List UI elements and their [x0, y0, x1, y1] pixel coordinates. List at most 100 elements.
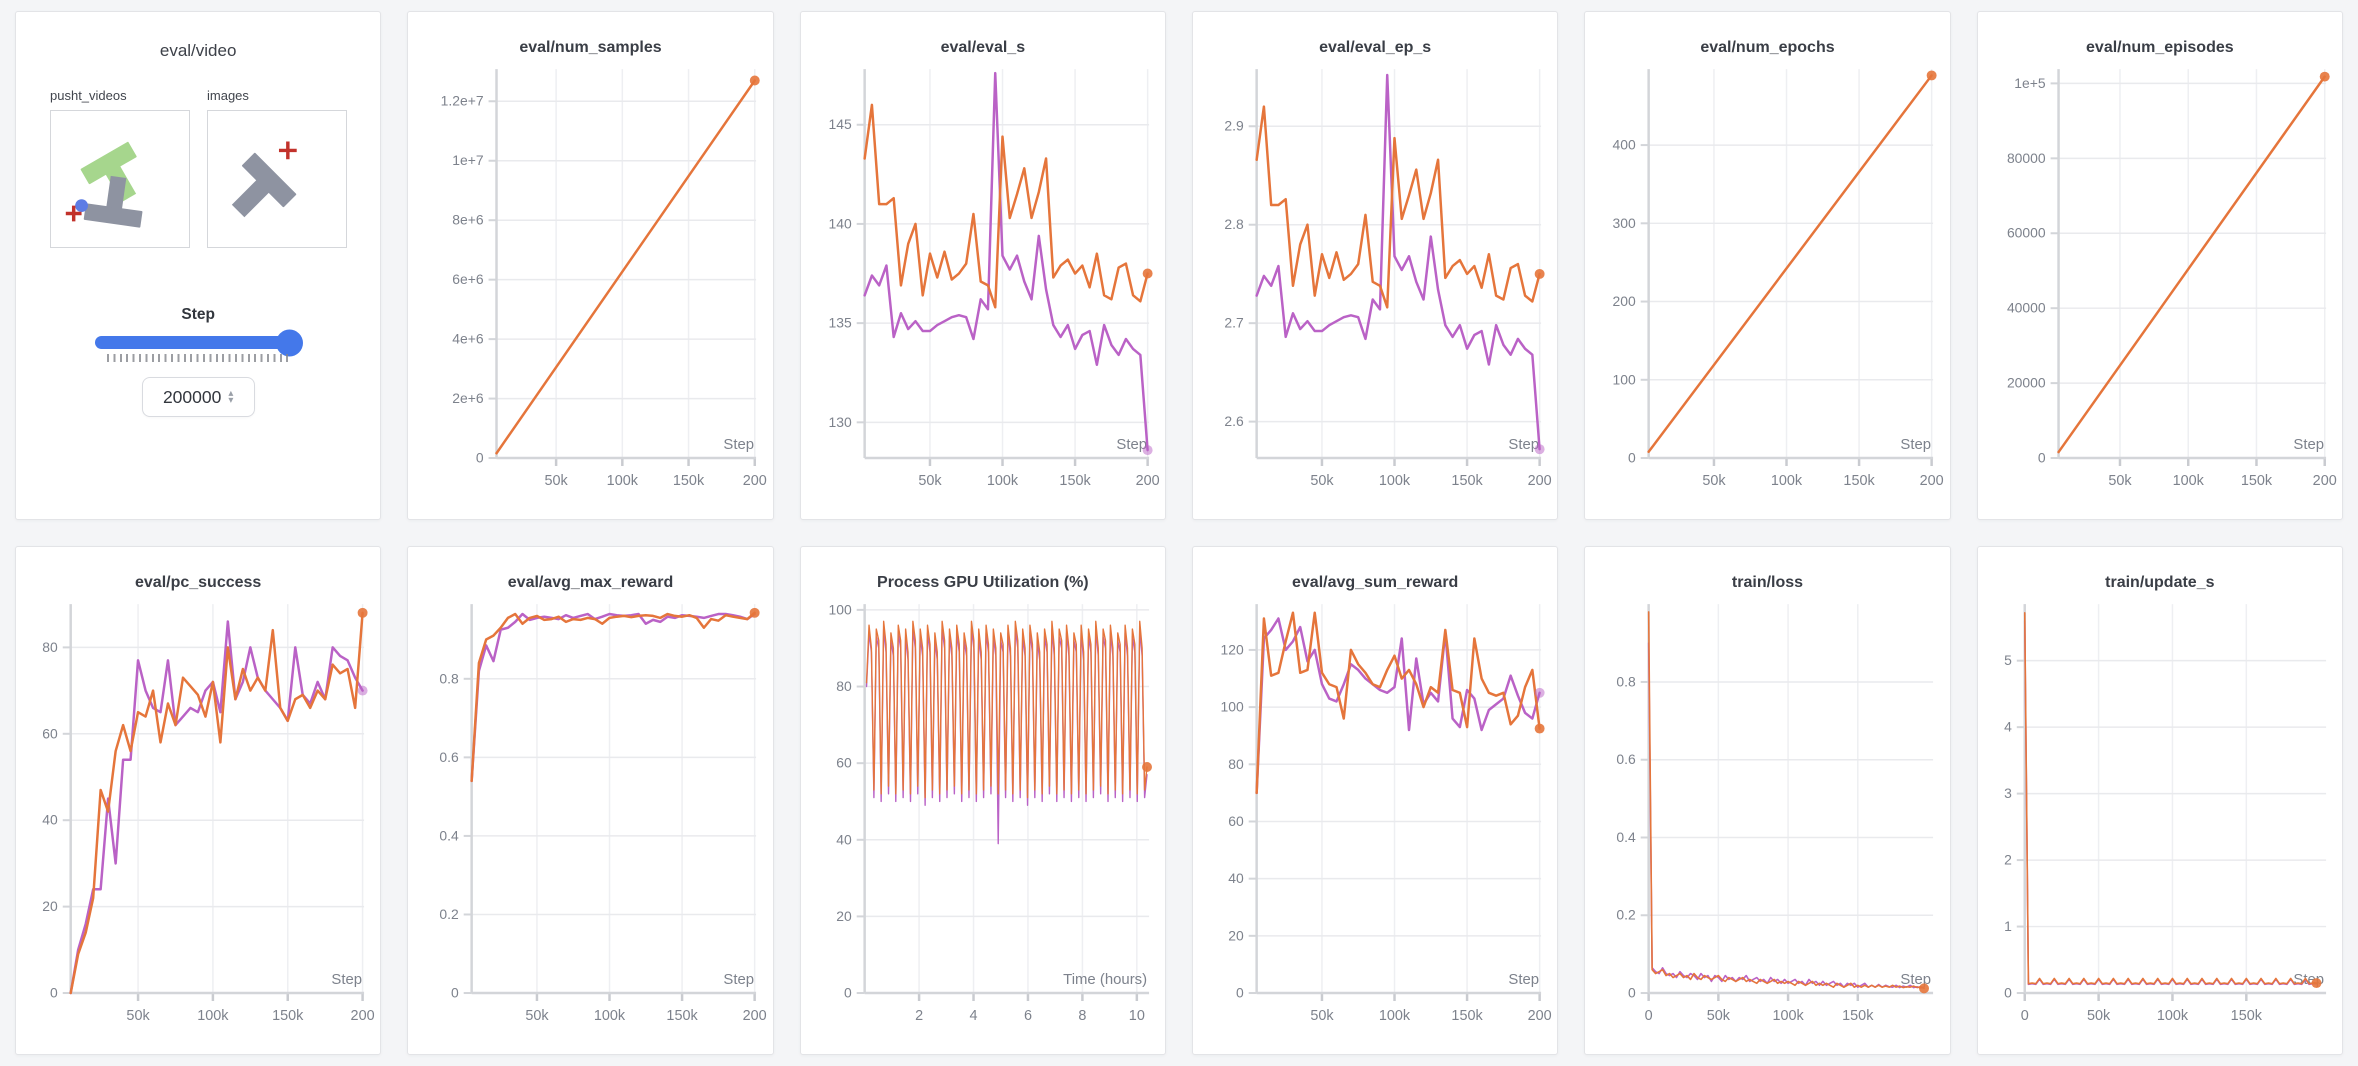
- y-tick-label: 145: [828, 116, 851, 132]
- x-tick-label: 150k: [1452, 1008, 1484, 1024]
- y-tick-label: 4: [2004, 719, 2012, 735]
- slider-track[interactable]: [95, 329, 304, 356]
- chart-canvas-eval-avg-max-reward[interactable]: 0 0.2 0.4 0.6 0.8 50k 100k 150k 200 Step: [408, 596, 772, 1039]
- chart-title: eval/num_samples: [519, 39, 662, 56]
- y-tick-label: 2.6: [1225, 413, 1245, 429]
- x-tick-label: 100k: [197, 1008, 229, 1024]
- y-tick-label: 0.6: [440, 749, 460, 765]
- y-tick-label: 0.4: [1617, 829, 1637, 845]
- chart-canvas-eval-eval-ep-s[interactable]: 2.6 2.7 2.8 2.9 50k 100k 150k 200 Step: [1193, 61, 1557, 504]
- x-tick-label: 4: [969, 1008, 977, 1024]
- orange-run-line: [1648, 611, 1926, 990]
- orange-run-line: [470, 611, 757, 783]
- y-tick-label: 0: [476, 450, 484, 466]
- y-tick-label: 1.2e+7: [441, 93, 484, 109]
- y-tick-label: 0.8: [440, 670, 460, 686]
- orange-run-end-dot: [357, 607, 368, 618]
- purple-run-line: [69, 620, 364, 995]
- y-tick-label: 1e+7: [453, 152, 485, 168]
- x-tick-label: 100k: [2172, 473, 2204, 489]
- step-value-input[interactable]: 200000 ▴ ▾: [141, 377, 255, 417]
- y-tick-label: 0.2: [440, 906, 460, 922]
- y-tick-label: 0.2: [1617, 907, 1637, 923]
- y-tick-label: 120: [1221, 641, 1244, 657]
- x-tick-label: 150k: [1843, 1008, 1875, 1024]
- x-tick-label: 200: [743, 473, 767, 489]
- x-axis-label: Step: [332, 972, 363, 988]
- panel-train-update-s: train/update_s 0 1 2 3 4 5 0 50k 100k 150k Step: [1976, 546, 2343, 1055]
- agent-dot: [75, 199, 88, 213]
- orange-run-end-dot: [1927, 70, 1938, 81]
- chart-title: eval/num_episodes: [2086, 39, 2234, 56]
- y-tick-label: 0: [2038, 450, 2046, 466]
- chart-canvas-eval-pc-success[interactable]: 0 20 40 60 80 50k 100k 150k 200 Step: [16, 596, 380, 1039]
- media-label: images: [207, 88, 249, 103]
- y-tick-label: 5: [2004, 652, 2012, 668]
- image-scene: [231, 141, 297, 218]
- purple-run-end-dot: [357, 685, 368, 696]
- panel-eval-num-epochs: eval/num_epochs 0 100 200 300 400 50k 100k 150k…: [1584, 11, 1951, 520]
- panel-eval-eval-ep-s: eval/eval_ep_s 2.6 2.7 2.8 2.9 50k 100k 150k 20…: [1192, 11, 1559, 520]
- chart-canvas-eval-num-episodes[interactable]: 0 20000 40000 60000 80000 1e+5 50k 100k 150k 200 S…: [1978, 61, 2342, 504]
- video-thumbnail-pusht[interactable]: [50, 110, 190, 248]
- stepper-up-icon[interactable]: ▴: [228, 388, 234, 399]
- y-tick-label: 60: [42, 725, 58, 741]
- orange-run-end-dot: [2319, 71, 2330, 82]
- purple-run-line: [1255, 617, 1541, 795]
- y-tick-label: 0.8: [1617, 673, 1637, 689]
- x-tick-label: 100k: [594, 1008, 626, 1024]
- panel-eval-num-episodes: eval/num_episodes 0 20000 40000 60000 80000 1…: [1976, 11, 2343, 520]
- chart-title: eval/num_epochs: [1700, 39, 1835, 56]
- x-tick-label: 0: [2021, 1008, 2029, 1024]
- x-tick-label: 150k: [1452, 473, 1484, 489]
- x-tick-label: 50k: [526, 1008, 550, 1024]
- purple-run-line: [470, 612, 757, 783]
- orange-run-line: [865, 620, 1148, 799]
- y-tick-label: 0.4: [440, 827, 460, 843]
- y-tick-label: 40: [836, 831, 852, 847]
- chart-title: Process GPU Utilization (%): [877, 574, 1089, 591]
- purple-run-line: [1648, 642, 1926, 989]
- chart-canvas-process-gpu-utilization[interactable]: 0 20 40 60 80 100 2 4 6 8 10 Time (hours): [801, 596, 1165, 1039]
- stepper-down-icon[interactable]: ▾: [228, 395, 234, 406]
- step-control: Step 200000 ▴ ▾: [16, 306, 380, 417]
- orange-run-line: [69, 611, 364, 995]
- media-item-images: images: [207, 88, 347, 248]
- y-tick-label: 2: [2004, 852, 2012, 868]
- chart-canvas-eval-num-epochs[interactable]: 0 100 200 300 400 50k 100k 150k 200 Step: [1585, 61, 1949, 504]
- y-tick-label: 60: [836, 755, 852, 771]
- x-tick-label: 150k: [667, 1008, 699, 1024]
- orange-run-end-dot: [750, 75, 761, 86]
- slider-tick-ruler: [107, 354, 292, 362]
- x-tick-label: 50k: [1310, 1008, 1334, 1024]
- chart-canvas-eval-eval-s[interactable]: 130 135 140 145 50k 100k 150k 200 Step: [801, 61, 1165, 504]
- y-tick-label: 0: [2004, 985, 2012, 1001]
- chart-title: eval/avg_sum_reward: [1292, 574, 1459, 591]
- x-tick-label: 10: [1129, 1008, 1145, 1024]
- y-tick-label: 2.8: [1225, 216, 1245, 232]
- y-tick-label: 80: [836, 678, 852, 694]
- x-tick-label: 200: [351, 1008, 375, 1024]
- y-tick-label: 100: [1221, 699, 1244, 715]
- step-slider[interactable]: [95, 329, 304, 362]
- image-thumbnail[interactable]: [207, 110, 347, 248]
- panel-eval-avg-sum-reward: eval/avg_sum_reward 0 20 40 60 80 100 120 50k 10…: [1192, 546, 1559, 1055]
- purple-run-line: [2023, 619, 2318, 986]
- x-tick-label: 100k: [1379, 1008, 1411, 1024]
- slider-thumb[interactable]: [276, 329, 304, 356]
- panel-eval-num-samples: eval/num_samples 0 2e+6 4e+6 6e+6 8e+6 1e+7 1.…: [407, 11, 774, 520]
- y-tick-label: 80: [42, 639, 58, 655]
- media-label: pusht_videos: [50, 88, 127, 103]
- orange-run-line: [495, 79, 757, 455]
- y-tick-label: 400: [1613, 137, 1636, 153]
- media-row: pusht_videos: [16, 88, 380, 248]
- chart-canvas-eval-avg-sum-reward[interactable]: 0 20 40 60 80 100 120 50k 100k 150k 200 Step: [1193, 596, 1557, 1039]
- chart-title: eval/eval_s: [940, 39, 1026, 56]
- chart-canvas-eval-num-samples[interactable]: 0 2e+6 4e+6 6e+6 8e+6 1e+7 1.2e+7 50k 100k 150k 20…: [408, 61, 772, 504]
- y-tick-label: 20: [42, 898, 58, 914]
- y-tick-label: 0: [451, 985, 459, 1001]
- purple-run-line: [863, 71, 1149, 452]
- x-tick-label: 50k: [2087, 1008, 2111, 1024]
